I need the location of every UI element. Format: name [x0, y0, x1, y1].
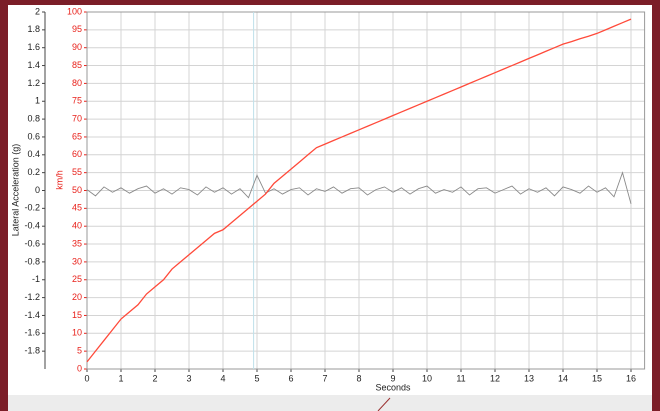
chart-panel — [8, 5, 652, 395]
y-tick-label: -0.6 — [24, 238, 40, 248]
y-tick-label: 1 — [35, 96, 40, 106]
y-tick-label: 0 — [35, 185, 40, 195]
y-tick-label: 1.2 — [27, 78, 40, 88]
y2-tick-label: 45 — [72, 203, 82, 213]
y-axis-label: Lateral Acceleration (g) — [10, 144, 20, 237]
y2-tick-label: 15 — [72, 310, 82, 320]
y2-tick-label: 85 — [72, 60, 82, 70]
plot-border — [86, 11, 646, 370]
y2-tick-label: 10 — [72, 328, 82, 338]
x-tick-label: 4 — [220, 373, 225, 383]
x-tick-label: 8 — [356, 373, 361, 383]
y2-tick-label: 90 — [72, 42, 82, 52]
y-tick-label: -1.4 — [24, 310, 40, 320]
x-tick-label: 10 — [422, 373, 432, 383]
x-tick-label: 16 — [626, 373, 636, 383]
y-tick-label: 2 — [35, 6, 40, 16]
y-tick-label: 1.4 — [27, 60, 40, 70]
y2-tick-label: 55 — [72, 167, 82, 177]
y2-tick-label: 35 — [72, 238, 82, 248]
y2-tick-label: 80 — [72, 78, 82, 88]
cursor-mark — [377, 397, 391, 411]
y2-tick-label: 95 — [72, 24, 82, 34]
y-tick-label: 1.8 — [27, 24, 40, 34]
x-tick-label: 1 — [118, 373, 123, 383]
y2-tick-label: 20 — [72, 292, 82, 302]
y-tick-label: 1.6 — [27, 42, 40, 52]
y-tick-label: 0.6 — [27, 131, 40, 141]
series-line — [86, 171, 632, 205]
x-tick-label: 13 — [524, 373, 534, 383]
y2-tick-label: 65 — [72, 131, 82, 141]
y-tick-label: -0.2 — [24, 203, 40, 213]
x-tick-label: 2 — [152, 373, 157, 383]
y-tick-label: 0.2 — [27, 167, 40, 177]
series-line — [86, 18, 632, 363]
y2-tick-label: 5 — [77, 346, 82, 356]
y-tick-label: -1 — [32, 274, 40, 284]
x-tick-label: 0 — [84, 373, 89, 383]
x-tick-label: 11 — [456, 373, 465, 383]
y2-tick-label: 100 — [67, 6, 82, 16]
y2-tick-label: 70 — [72, 113, 82, 123]
x-tick-label: 15 — [592, 373, 602, 383]
y-tick-label: -1.6 — [24, 328, 40, 338]
x-tick-label: 6 — [288, 373, 293, 383]
y2-tick-label: 0 — [77, 363, 82, 373]
y2-tick-label: 25 — [72, 274, 82, 284]
y-tick-label: -0.4 — [24, 221, 40, 231]
x-tick-label: 3 — [186, 373, 191, 383]
y2-tick-label: 75 — [72, 96, 82, 106]
y2-tick-label: 60 — [72, 149, 82, 159]
y-tick-label: -1.2 — [24, 292, 40, 302]
x-tick-label: 9 — [390, 373, 395, 383]
x-axis-label: Seconds — [375, 382, 411, 392]
y-tick-label: -1.8 — [24, 346, 40, 356]
y2-axis-label: km/h — [54, 170, 64, 190]
x-tick-label: 12 — [490, 373, 500, 383]
y-tick-label: -0.8 — [24, 256, 40, 266]
y-tick-label: 0.4 — [27, 149, 40, 159]
y2-tick-label: 40 — [72, 221, 82, 231]
y-tick-label: 0.8 — [27, 113, 40, 123]
y2-tick-label: 50 — [72, 185, 82, 195]
status-strip — [8, 395, 652, 411]
x-tick-label: 5 — [254, 373, 259, 383]
x-tick-label: 7 — [322, 373, 327, 383]
y2-tick-label: 30 — [72, 256, 82, 266]
x-tick-label: 14 — [558, 373, 568, 383]
